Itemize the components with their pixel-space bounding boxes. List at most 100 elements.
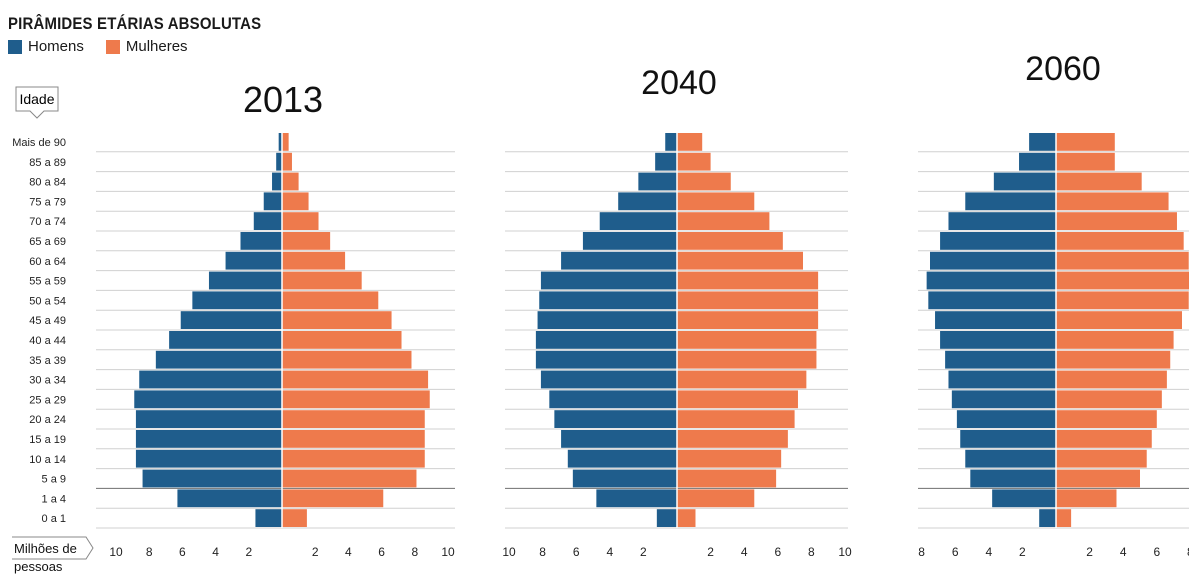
bar-mulheres-2040 <box>677 232 783 250</box>
x-tick-label: 10 <box>441 545 455 559</box>
bar-mulheres-2060 <box>1056 331 1174 349</box>
bar-mulheres-2060 <box>1056 271 1189 290</box>
bar-homens-2013 <box>139 370 282 389</box>
bar-homens-2013 <box>135 449 282 468</box>
bar-homens-2040 <box>665 133 677 151</box>
bar-homens-2040 <box>618 192 677 211</box>
x-tick-label: 10 <box>109 545 123 559</box>
bar-mulheres-2013 <box>282 152 292 171</box>
bar-homens-2060 <box>956 410 1056 428</box>
bar-mulheres-2040 <box>677 509 696 527</box>
bar-mulheres-2013 <box>282 192 309 211</box>
bar-homens-2013 <box>180 311 282 329</box>
bar-homens-2040 <box>655 152 677 171</box>
age-label: 1 a 4 <box>42 493 66 505</box>
bar-mulheres-2040 <box>677 469 777 488</box>
bar-homens-2060 <box>965 192 1056 211</box>
x-axis-title-line1: Milhões de <box>14 541 77 556</box>
bar-homens-2040 <box>567 449 677 468</box>
x-tick-label: 4 <box>606 545 613 559</box>
age-label: 50 a 54 <box>29 295 66 307</box>
x-tick-label: 8 <box>808 545 815 559</box>
age-label: 15 a 19 <box>29 434 66 446</box>
bar-mulheres-2060 <box>1056 311 1182 329</box>
bar-homens-2060 <box>1029 133 1056 151</box>
x-tick-label: 2 <box>312 545 319 559</box>
bar-homens-2040 <box>540 370 677 389</box>
bar-mulheres-2060 <box>1056 489 1117 508</box>
age-label: 60 a 64 <box>29 256 66 268</box>
bar-mulheres-2040 <box>677 172 731 191</box>
bar-homens-2060 <box>992 489 1056 508</box>
legend-label-mulheres: Mulheres <box>125 38 188 55</box>
bar-mulheres-2060 <box>1056 509 1072 527</box>
bar-mulheres-2040 <box>677 152 711 171</box>
bar-homens-2013 <box>169 331 282 349</box>
bar-mulheres-2013 <box>282 331 402 349</box>
bar-homens-2040 <box>554 410 677 428</box>
bar-mulheres-2040 <box>677 251 803 270</box>
bar-mulheres-2013 <box>282 212 319 230</box>
bar-mulheres-2040 <box>677 271 819 290</box>
bar-homens-2060 <box>940 232 1056 250</box>
age-label: 75 a 79 <box>29 196 66 208</box>
bar-homens-2040 <box>582 232 677 250</box>
x-tick-label: 4 <box>741 545 748 559</box>
bar-homens-2060 <box>993 172 1056 191</box>
bar-mulheres-2040 <box>677 370 807 389</box>
y-axis-title: Idade <box>19 91 54 107</box>
bar-homens-2040 <box>561 430 677 448</box>
age-label: 10 a 14 <box>29 454 66 466</box>
bar-mulheres-2060 <box>1056 232 1184 250</box>
x-tick-label: 2 <box>640 545 647 559</box>
bar-homens-2013 <box>135 430 282 448</box>
x-tick-label: 2 <box>245 545 252 559</box>
x-tick-label: 8 <box>146 545 153 559</box>
legend-label-homens: Homens <box>28 38 84 55</box>
bar-homens-2060 <box>951 390 1056 409</box>
bar-homens-2013 <box>278 133 282 151</box>
bar-mulheres-2060 <box>1056 350 1171 369</box>
bar-homens-2040 <box>549 390 677 409</box>
bar-mulheres-2040 <box>677 311 819 329</box>
bar-homens-2013 <box>155 350 282 369</box>
bar-homens-2013 <box>142 469 282 488</box>
age-label: 20 a 24 <box>29 414 66 426</box>
bar-mulheres-2060 <box>1056 172 1142 191</box>
x-tick-label: 8 <box>1187 545 1189 559</box>
bar-homens-2013 <box>134 390 282 409</box>
bar-homens-2040 <box>572 469 677 488</box>
bar-mulheres-2013 <box>282 311 392 329</box>
legend-item-homens: Homens <box>8 38 84 55</box>
x-tick-label: 4 <box>345 545 352 559</box>
x-tick-label: 8 <box>539 545 546 559</box>
bar-homens-2060 <box>930 251 1056 270</box>
bar-mulheres-2013 <box>282 133 289 151</box>
bar-mulheres-2040 <box>677 410 795 428</box>
bar-homens-2060 <box>945 350 1056 369</box>
bar-mulheres-2060 <box>1056 469 1140 488</box>
age-label: 70 a 74 <box>29 216 66 228</box>
legend-swatch-homens <box>8 39 22 54</box>
bar-homens-2013 <box>177 489 282 508</box>
bar-homens-2040 <box>561 251 677 270</box>
bar-homens-2040 <box>537 311 677 329</box>
x-tick-label: 4 <box>212 545 219 559</box>
bar-homens-2040 <box>656 509 677 527</box>
legend-swatch-mulheres <box>105 39 120 54</box>
bar-homens-2060 <box>948 212 1056 230</box>
bar-mulheres-2060 <box>1056 291 1189 310</box>
bar-mulheres-2040 <box>677 390 798 409</box>
bar-homens-2040 <box>596 489 677 508</box>
age-label: 35 a 39 <box>29 355 66 367</box>
legend: Homens Mulheres <box>8 38 210 55</box>
panel-title-2060: 2060 <box>1025 50 1101 88</box>
bar-homens-2013 <box>276 152 282 171</box>
bar-mulheres-2060 <box>1056 410 1157 428</box>
x-tick-label: 6 <box>1153 545 1160 559</box>
bar-homens-2060 <box>1039 509 1056 527</box>
bar-homens-2060 <box>935 311 1056 329</box>
bar-homens-2040 <box>638 172 677 191</box>
bar-mulheres-2013 <box>282 489 384 508</box>
